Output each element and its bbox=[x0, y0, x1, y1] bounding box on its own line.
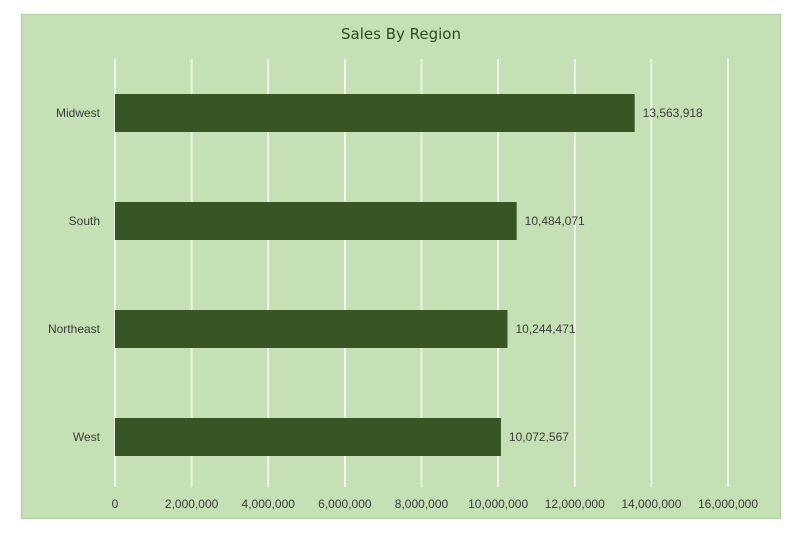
gridlines bbox=[114, 59, 729, 487]
x-tick-label: 12,000,000 bbox=[545, 497, 605, 511]
x-tick-label: 14,000,000 bbox=[621, 497, 681, 511]
category-label: Midwest bbox=[56, 106, 101, 120]
bar-west bbox=[115, 418, 501, 456]
data-label: 10,244,471 bbox=[515, 322, 575, 336]
data-label: 10,484,071 bbox=[525, 214, 585, 228]
bar-midwest bbox=[115, 94, 635, 132]
data-label: 13,563,918 bbox=[643, 106, 703, 120]
bar-south bbox=[115, 202, 517, 240]
x-tick-label: 6,000,000 bbox=[318, 497, 372, 511]
chart-area: Sales By Region Midwest South Northeast Wes… bbox=[21, 14, 781, 519]
chart-title: Sales By Region bbox=[341, 25, 461, 43]
x-tick-label: 0 bbox=[112, 497, 119, 511]
bar-northeast bbox=[115, 310, 508, 348]
x-tick-label: 4,000,000 bbox=[242, 497, 296, 511]
x-tick-label: 8,000,000 bbox=[395, 497, 449, 511]
bar-chart: Midwest South Northeast West 0 2,000,000 4,00… bbox=[48, 59, 759, 511]
category-label: South bbox=[69, 214, 100, 228]
x-tick-label: 10,000,000 bbox=[468, 497, 528, 511]
x-tick-label: 2,000,000 bbox=[165, 497, 219, 511]
data-labels: 13,563,918 10,484,071 10,244,471 10,072,567 bbox=[509, 106, 703, 444]
category-labels: Midwest South Northeast West bbox=[48, 106, 101, 444]
x-axis-tick-labels: 0 2,000,000 4,000,000 6,000,000 8,000,000 10,… bbox=[112, 497, 759, 511]
x-tick-label: 16,000,000 bbox=[698, 497, 758, 511]
category-label: Northeast bbox=[48, 322, 101, 336]
data-label: 10,072,567 bbox=[509, 430, 569, 444]
bars bbox=[115, 94, 635, 456]
category-label: West bbox=[73, 430, 101, 444]
